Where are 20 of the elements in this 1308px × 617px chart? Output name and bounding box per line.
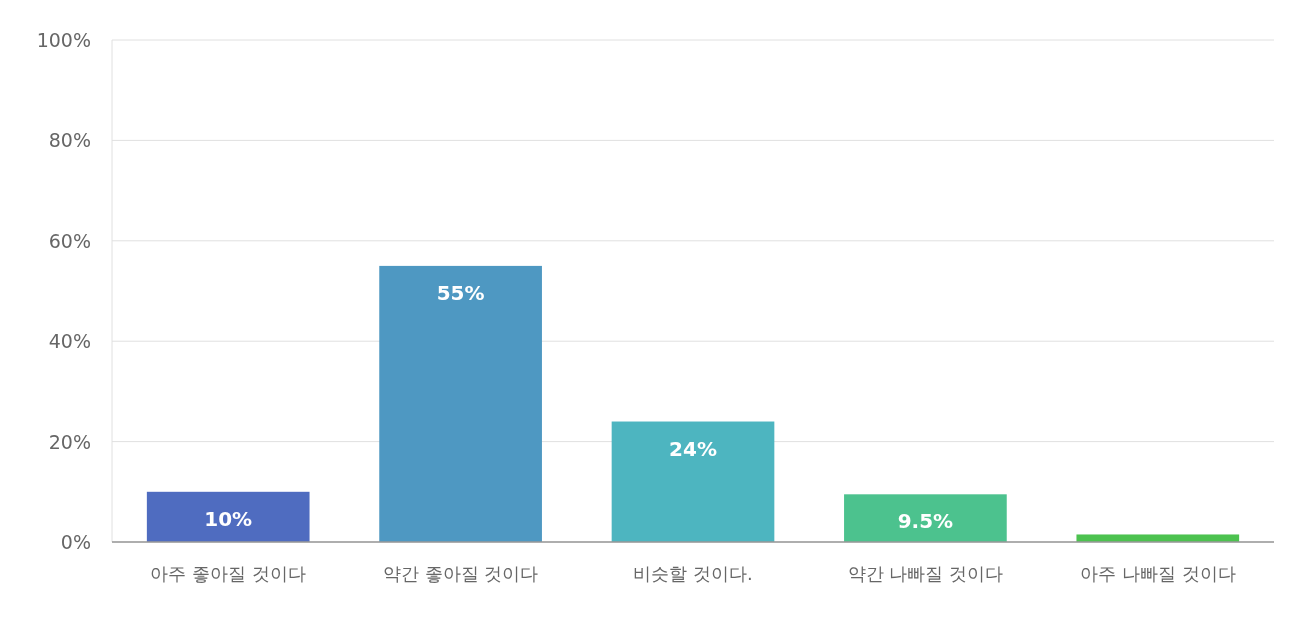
bar <box>611 421 775 542</box>
x-tick-label: 아주 좋아질 것이다 <box>150 563 306 584</box>
x-tick-label: 비슷할 것이다. <box>633 563 753 584</box>
y-tick-label: 40% <box>48 330 91 353</box>
data-label: 9.5% <box>897 509 954 534</box>
data-label: 55% <box>436 280 485 305</box>
bar <box>146 491 310 542</box>
x-tick-label: 아주 나빠질 것이다 <box>1080 563 1236 584</box>
data-label: 10% <box>204 506 253 531</box>
y-tick-label: 80% <box>48 129 91 152</box>
bar <box>1076 534 1240 542</box>
x-tick-label: 약간 좋아질 것이다 <box>382 563 539 584</box>
data-label: 24% <box>669 436 717 461</box>
y-tick-label: 100% <box>36 29 91 51</box>
y-tick-label: 0% <box>60 531 91 553</box>
y-tick-label: 60% <box>48 229 91 252</box>
bar <box>844 494 1007 542</box>
bar <box>379 265 542 542</box>
y-tick-label: 20% <box>48 430 91 453</box>
x-tick-label: 약간 나빠질 것이다 <box>847 563 1004 584</box>
